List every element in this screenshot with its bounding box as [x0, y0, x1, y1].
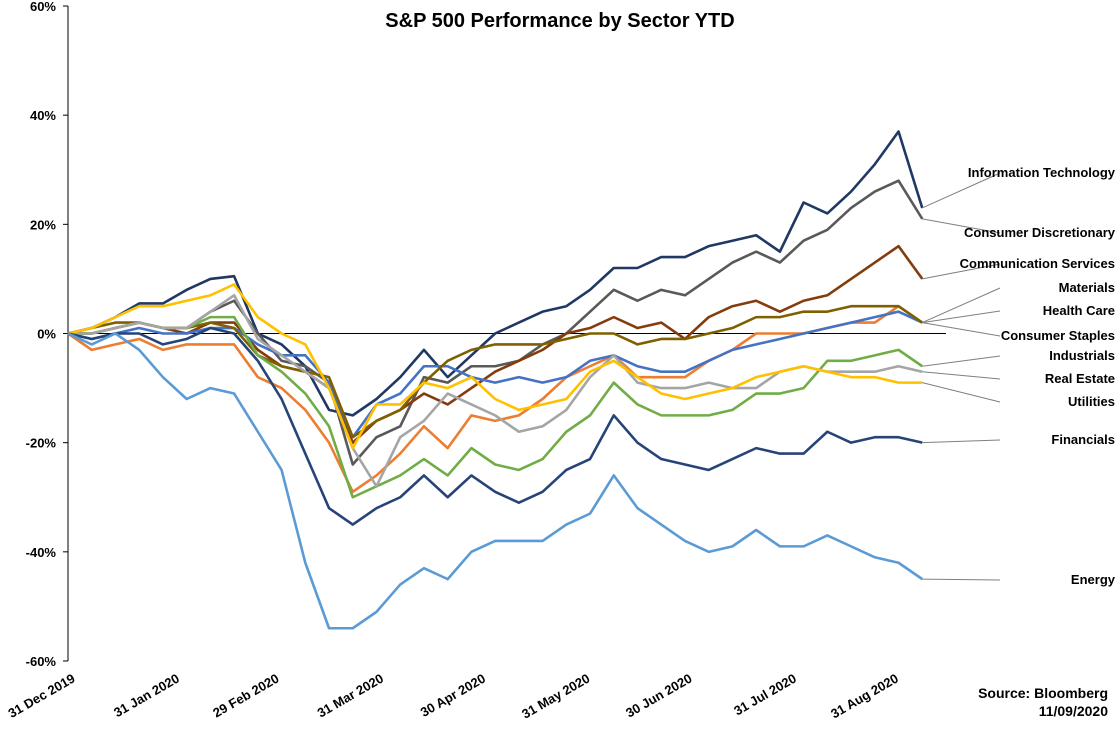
y-tick-label: 40% — [30, 108, 56, 123]
y-tick-label: -60% — [26, 654, 57, 669]
label-leader-health-care — [922, 310, 1001, 324]
label-leader-utilities — [922, 382, 1001, 403]
label-leader-communication-services — [922, 263, 1001, 280]
source-date: 11/09/2020 — [1038, 703, 1108, 719]
y-tick-label: -20% — [26, 436, 57, 451]
x-tick-label: 30 Apr 2020 — [418, 671, 488, 720]
chart-title: S&P 500 Performance by Sector YTD — [385, 10, 735, 32]
series-label-industrials: Industrials — [1049, 348, 1115, 363]
y-tick-label: 20% — [30, 217, 56, 232]
series-label-communication-services: Communication Services — [960, 256, 1115, 271]
series-line-industrials — [68, 315, 924, 499]
series-labels: Information Technology Consumer Discretio… — [922, 165, 1116, 587]
y-tick-labels: 60% 40% 20% 0% -20% -40% -60% — [26, 0, 68, 669]
label-leader-financials — [922, 439, 1001, 444]
series-line-financials — [67, 326, 923, 526]
label-leader-information-technology — [922, 172, 1001, 209]
x-tick-label: 29 Feb 2020 — [210, 671, 281, 721]
series-lines — [67, 130, 924, 630]
label-leader-energy — [922, 578, 1001, 581]
series-label-financials: Financials — [1051, 432, 1115, 447]
series-line-energy — [67, 332, 924, 630]
series-line-information-technology — [67, 130, 924, 417]
source-line: Source: Bloomberg — [978, 685, 1108, 701]
label-leader-materials — [922, 287, 1001, 324]
x-tick-label: 31 Aug 2020 — [828, 671, 901, 722]
label-leader-consumer-staples — [922, 322, 1001, 337]
series-label-materials: Materials — [1059, 280, 1115, 295]
label-leader-industrials — [922, 355, 1001, 367]
x-tick-label: 31 Mar 2020 — [315, 671, 386, 721]
series-line-health-care — [67, 310, 923, 439]
series-label-real-estate: Real Estate — [1045, 371, 1115, 386]
x-tick-label: 31 May 2020 — [519, 671, 592, 722]
x-tick-label: 31 Dec 2019 — [6, 671, 78, 721]
series-line-consumer-staples — [67, 304, 924, 439]
y-tick-label: -40% — [26, 545, 57, 560]
label-leader-real-estate — [922, 371, 1001, 380]
series-label-health-care: Health Care — [1043, 303, 1115, 318]
source-note: Source: Bloomberg 11/09/2020 — [978, 684, 1108, 720]
x-tick-labels: 31 Dec 2019 31 Jan 2020 29 Feb 2020 31 Mar … — [6, 671, 901, 722]
series-label-energy: Energy — [1071, 572, 1116, 587]
series-label-information-technology: Information Technology — [968, 165, 1116, 180]
y-tick-label: 0% — [37, 327, 56, 342]
series-label-consumer-staples: Consumer Staples — [1001, 328, 1115, 343]
x-tick-label: 30 Jun 2020 — [623, 671, 694, 721]
label-leader-consumer-discretionary — [922, 218, 1001, 234]
x-tick-label: 31 Jul 2020 — [731, 671, 799, 719]
series-label-consumer-discretionary: Consumer Discretionary — [964, 225, 1116, 240]
x-tick-label: 31 Jan 2020 — [111, 671, 182, 720]
series-line-materials — [67, 304, 924, 494]
y-tick-label: 60% — [30, 0, 56, 14]
series-line-utilities — [67, 283, 923, 450]
series-label-utilities: Utilities — [1068, 394, 1115, 409]
